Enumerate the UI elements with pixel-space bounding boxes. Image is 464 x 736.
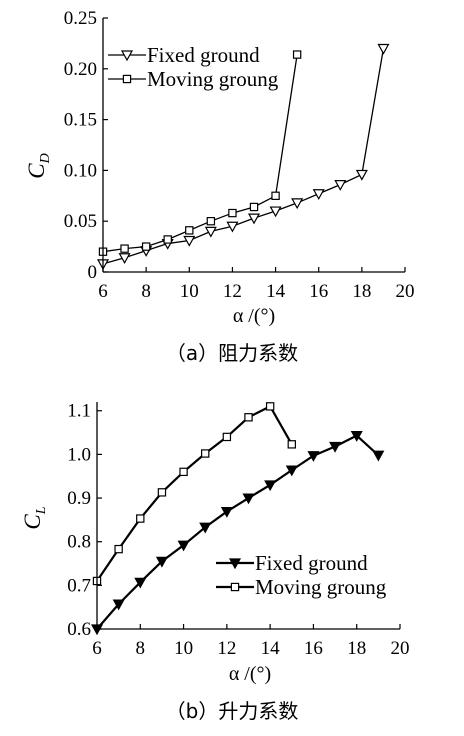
lift-x-tick-label: 12 xyxy=(217,638,236,659)
lift-moving-ground-point xyxy=(222,432,232,442)
lift-y-tick-label: 0.7 xyxy=(67,575,91,596)
drag-moving-ground-point xyxy=(292,50,302,59)
drag-chart-ticks: 6 8 10 12 14 16 18 20 0 0.05 0.10 0.15 0.20 0.25 xyxy=(64,8,415,302)
lift-legend-fixed-marker xyxy=(228,558,242,570)
drag-fixed-ground-point xyxy=(269,206,282,218)
drag-y-tick-label: 0.25 xyxy=(64,8,97,29)
lift-fixed-ground-point xyxy=(177,540,190,552)
lift-x-tick-label: 18 xyxy=(347,638,366,659)
lift-fixed-ground-point xyxy=(134,577,147,589)
lift-chart-caption: （b）升力系数 xyxy=(166,699,299,723)
lift-coefficient-chart: 6 8 10 12 14 16 18 20 0.6 0.7 0.8 0.9 1.0 1.1 CL α /(… xyxy=(20,401,410,723)
lift-fixed-ground-point xyxy=(242,493,255,505)
lift-y-tick-label: 0.9 xyxy=(67,488,91,509)
drag-x-tick-label: 14 xyxy=(266,281,286,302)
lift-fixed-ground-point xyxy=(329,441,342,453)
lift-y-tick-label: 0.8 xyxy=(67,532,91,553)
lift-moving-ground-point xyxy=(114,544,123,554)
drag-moving-ground-point xyxy=(141,242,151,251)
drag-y-tick-label: 0.20 xyxy=(64,59,97,80)
drag-fixed-ground-point xyxy=(312,189,325,201)
drag-legend-moving-label: Moving groung xyxy=(147,67,279,91)
drag-x-tick-label: 18 xyxy=(352,281,371,302)
lift-x-tick-label: 20 xyxy=(391,638,410,659)
drag-chart-caption: （a）阻力系数 xyxy=(166,341,298,365)
lift-moving-ground-point xyxy=(265,402,275,411)
lift-legend-moving-marker xyxy=(230,582,240,592)
lift-moving-ground-point xyxy=(201,449,210,458)
lift-fixed-ground-point xyxy=(155,556,168,568)
lift-moving-ground-point xyxy=(157,488,167,497)
drag-moving-ground-point xyxy=(271,191,280,200)
lift-fixed-ground-point xyxy=(112,599,125,611)
drag-chart-y-axis-label: CD xyxy=(24,153,53,178)
lift-chart-marks xyxy=(90,402,385,636)
drag-fixed-ground-point xyxy=(355,169,368,181)
lift-fixed-ground-point xyxy=(350,431,363,442)
drag-legend-fixed-label: Fixed ground xyxy=(147,43,260,67)
drag-y-tick-label: 0.05 xyxy=(64,211,97,232)
lift-y-tick-label: 1.0 xyxy=(67,444,91,465)
drag-fixed-ground-point xyxy=(118,253,131,265)
drag-moving-ground-line xyxy=(102,54,298,253)
lift-fixed-ground-point xyxy=(285,465,298,477)
lift-chart-ticks: 6 8 10 12 14 16 18 20 0.6 0.7 0.8 0.9 1.0 1.1 xyxy=(67,401,409,659)
drag-x-tick-label: 16 xyxy=(309,281,328,302)
lift-chart-y-axis-label: CL xyxy=(20,506,49,529)
drag-moving-ground-point xyxy=(206,217,216,226)
lift-fixed-ground-point xyxy=(220,506,233,518)
lift-moving-ground-point xyxy=(136,514,145,523)
lift-x-tick-label: 14 xyxy=(261,638,281,659)
lift-fixed-ground-point xyxy=(199,522,212,534)
drag-fixed-ground-point xyxy=(377,43,390,55)
lift-moving-ground-line xyxy=(96,404,293,582)
drag-legend-fixed-marker xyxy=(120,50,134,62)
drag-fixed-ground-point xyxy=(226,221,239,233)
lift-fixed-ground-point xyxy=(264,480,277,492)
drag-y-tick-label: 0 xyxy=(88,262,98,283)
lift-y-tick-label: 0.6 xyxy=(67,619,91,640)
drag-moving-ground-point xyxy=(249,202,259,212)
lift-fixed-ground-line xyxy=(96,434,380,630)
drag-chart-x-axis-label: α /(°) xyxy=(233,305,275,327)
drag-x-tick-label: 10 xyxy=(180,281,199,302)
lift-y-tick-label: 1.1 xyxy=(67,401,91,422)
drag-moving-ground-point xyxy=(163,235,172,244)
lift-moving-ground-point xyxy=(179,467,188,477)
lift-x-tick-label: 10 xyxy=(174,638,193,659)
drag-fixed-ground-point xyxy=(334,180,347,191)
drag-coefficient-chart: 6 8 10 12 14 16 18 20 0 0.05 0.10 0.15 0.20 0.25 CD α… xyxy=(24,8,415,365)
lift-moving-ground-point xyxy=(287,440,296,449)
lift-x-tick-label: 6 xyxy=(92,638,102,659)
lift-x-tick-label: 16 xyxy=(304,638,323,659)
drag-y-tick-label: 0.10 xyxy=(64,160,97,181)
lift-fixed-ground-point xyxy=(307,451,320,462)
drag-moving-ground-point xyxy=(185,226,194,235)
drag-fixed-ground-point xyxy=(183,235,196,247)
lift-x-tick-label: 8 xyxy=(136,638,146,659)
drag-y-tick-label: 0.15 xyxy=(64,110,97,131)
lift-chart-x-axis-label: α /(°) xyxy=(229,663,271,685)
drag-x-tick-label: 20 xyxy=(396,281,415,302)
drag-x-tick-label: 12 xyxy=(223,281,242,302)
drag-moving-ground-point xyxy=(228,208,237,218)
lift-legend-fixed-label: Fixed ground xyxy=(255,551,368,575)
lift-legend-moving-label: Moving groung xyxy=(255,575,387,599)
drag-x-tick-label: 6 xyxy=(98,281,108,302)
lift-moving-ground-point xyxy=(244,413,253,422)
drag-legend-moving-marker xyxy=(122,74,132,84)
drag-fixed-ground-point xyxy=(291,198,304,210)
drag-fixed-ground-point xyxy=(204,226,217,238)
drag-fixed-ground-point xyxy=(247,213,261,225)
lift-fixed-ground-point xyxy=(372,450,385,462)
drag-x-tick-label: 8 xyxy=(141,281,151,302)
drag-moving-ground-point xyxy=(120,244,129,253)
